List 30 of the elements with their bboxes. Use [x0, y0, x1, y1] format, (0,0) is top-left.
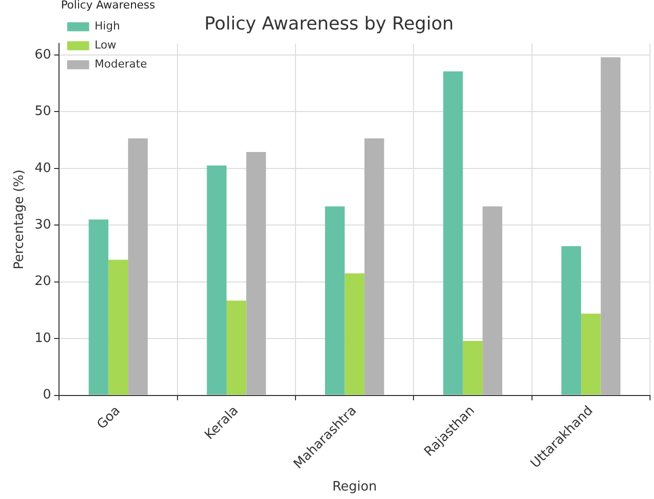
bar	[600, 57, 620, 395]
bar	[443, 71, 463, 395]
y-axis-title: Percentage (%)	[12, 170, 28, 270]
legend-title: Policy Awareness	[60, 0, 156, 12]
bar	[364, 138, 384, 395]
y-tick-label: 20	[34, 274, 52, 290]
bar	[325, 206, 345, 395]
bar	[246, 152, 266, 395]
y-tick-label: 60	[34, 47, 52, 62]
bar	[206, 166, 227, 395]
y-tick-label: 0	[42, 388, 52, 403]
bar	[88, 219, 108, 395]
bar	[561, 246, 582, 395]
legend-label: High	[94, 20, 120, 33]
chart-title: Policy Awareness by Region	[204, 13, 454, 34]
y-tick-label: 50	[34, 104, 52, 120]
bar	[344, 273, 364, 395]
y-tick-label: 30	[34, 218, 52, 232]
bar	[581, 314, 601, 395]
x-tick-label: Goa	[94, 403, 124, 432]
x-axis-title: Region	[332, 480, 377, 495]
legend-label: Low	[94, 38, 116, 52]
bar	[108, 260, 128, 395]
bar	[462, 340, 483, 395]
bar	[482, 206, 502, 395]
bar	[128, 138, 148, 395]
bar	[226, 300, 246, 395]
y-tick-label: 40	[34, 160, 52, 176]
y-tick-label: 10	[34, 330, 52, 346]
legend-label: Moderate	[94, 58, 148, 71]
